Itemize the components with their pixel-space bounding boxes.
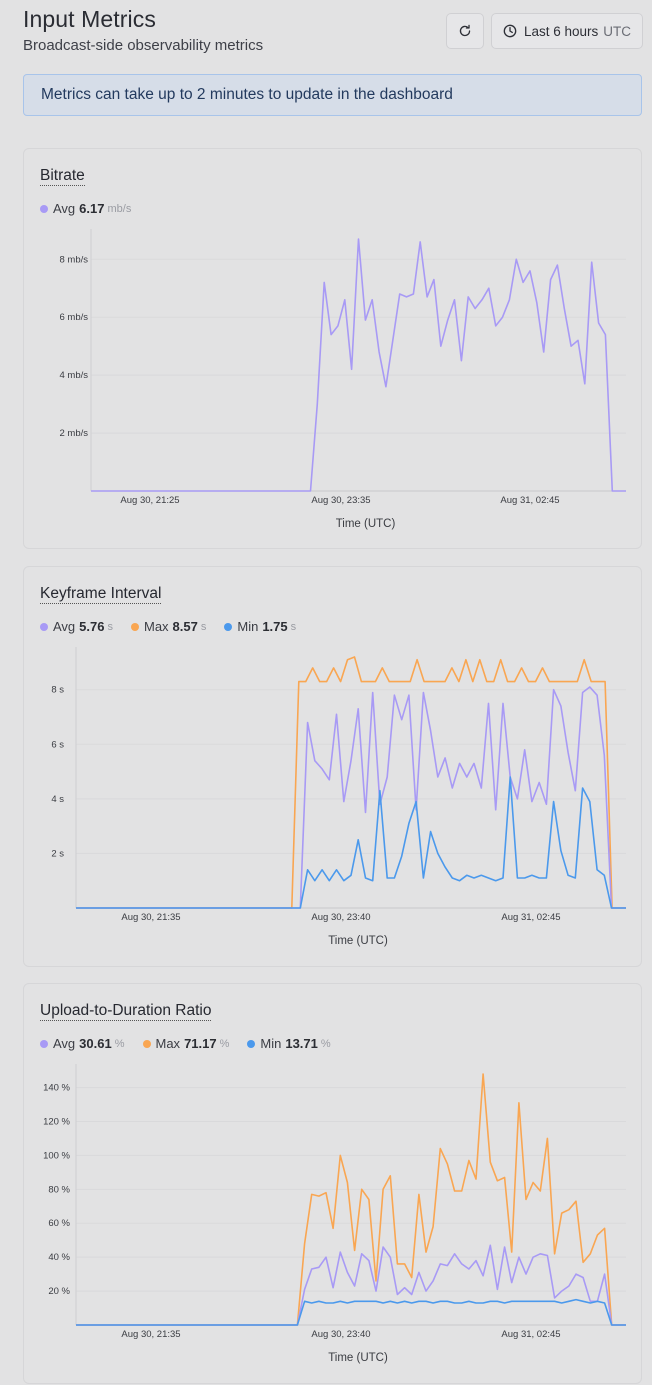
legend-label: Min [260,1036,282,1051]
legend-label: Avg [53,619,76,634]
legend-value: 71.17 [184,1036,217,1051]
x-tick-label: Aug 30, 23:35 [311,495,370,506]
legend-label: Max [155,1036,181,1051]
upload-ratio-card: Upload-to-Duration Ratio Avg 30.61 % Max… [23,983,642,1384]
bitrate-chart: 2 mb/s 4 mb/s 6 mb/s 8 mb/s Aug 30, 21:25 Aug… [59,229,626,530]
y-tick-label: 20 % [48,1286,70,1297]
legend-item-avg[interactable]: Avg 5.76 s [40,619,113,634]
y-tick-label: 6 mb/s [59,312,88,323]
legend-unit: s [200,620,207,633]
legend-item-min[interactable]: Min 1.75 s [224,619,296,634]
clock-icon [503,24,517,38]
keyframe-interval-card: Keyframe Interval Avg 5.76 s Max 8.57 s … [23,566,642,967]
legend-value: 5.76 [79,619,105,634]
y-tick-label: 80 % [48,1184,70,1195]
legend-unit: s [107,620,113,633]
legend-item-max[interactable]: Max 8.57 s [130,619,207,634]
x-axis-title: Time (UTC) [328,935,388,947]
time-range-label: Last 6 hours [523,23,599,39]
alert-text: Metrics can take up to 2 minutes to upda… [41,86,453,103]
page-subtitle: Broadcast-side observability metrics [23,37,264,54]
refresh-button[interactable] [446,13,484,49]
legend-value: 13.71 [285,1036,318,1051]
page-title: Input Metrics [23,6,156,32]
upload-ratio-chart: 20 % 40 % 60 % 80 % 100 % 120 % 140 % Aug 30, 2… [43,1064,626,1364]
legend-label: Max [143,619,169,634]
y-tick-label: 4 s [51,794,64,805]
y-tick-label: 120 % [43,1116,70,1127]
max-dot [130,622,139,631]
x-axis-title: Time (UTC) [336,518,396,530]
min-dot [224,622,233,631]
y-tick-label: 2 s [51,848,64,859]
x-tick-label: Aug 30, 21:35 [121,1329,180,1340]
legend-unit: s [290,620,297,633]
y-tick-label: 140 % [43,1083,70,1094]
bitrate-legend: Avg 6.17 mb/s [40,201,131,216]
legend-item-max[interactable]: Max 71.17 % [142,1036,230,1051]
bitrate-title[interactable]: Bitrate [40,167,85,186]
keyframe-interval-legend: Avg 5.76 s Max 8.57 s Min 1.75 s [40,619,296,634]
y-tick-label: 2 mb/s [59,428,88,439]
avg-dot [40,622,48,631]
x-tick-label: Aug 31, 02:45 [500,495,559,506]
time-range-button[interactable]: Last 6 hours UTC [491,13,643,49]
update-delay-alert: Metrics can take up to 2 minutes to upda… [23,74,642,116]
legend-unit: % [219,1037,230,1050]
y-tick-label: 40 % [48,1252,70,1263]
upload-ratio-title[interactable]: Upload-to-Duration Ratio [40,1002,212,1021]
y-tick-label: 8 s [51,685,64,696]
bitrate-card: Bitrate Avg 6.17 mb/s 2 mb/s 4 mb/s 6 mb/s… [23,148,642,549]
keyframe-interval-chart: 2 s 4 s 6 s 8 s Aug 30, 21:35 Aug 30, 23:40 Au… [51,647,626,947]
page-header: Input Metrics Broadcast-side observabili… [23,6,263,54]
legend-item-avg[interactable]: Avg 30.61 % [40,1036,125,1051]
avg-dot [40,204,48,213]
legend-unit: % [114,1037,125,1050]
legend-item-min[interactable]: Min 13.71 % [247,1036,331,1051]
series-line-max [76,656,626,909]
max-dot [142,1039,151,1048]
series-line-min [76,1298,626,1326]
series-line-min [76,776,626,909]
legend-label: Avg [53,1036,76,1051]
x-tick-label: Aug 30, 21:35 [121,912,180,923]
timezone-label: UTC [603,23,632,39]
x-tick-label: Aug 30, 21:25 [120,495,179,506]
x-tick-label: Aug 31, 02:45 [501,1329,560,1340]
y-tick-label: 6 s [51,739,64,750]
upload-ratio-legend: Avg 30.61 % Max 71.17 % Min 13.71 % [40,1036,331,1051]
series-line-avg [91,238,626,492]
y-tick-label: 60 % [48,1218,70,1229]
legend-value: 6.17 [79,201,105,216]
y-tick-label: 8 mb/s [59,254,88,265]
legend-unit: % [320,1037,331,1050]
avg-dot [40,1039,48,1048]
legend-value: 8.57 [172,619,198,634]
legend-value: 30.61 [79,1036,112,1051]
legend-label: Min [237,619,259,634]
y-tick-label: 100 % [43,1150,70,1161]
x-tick-label: Aug 31, 02:45 [501,912,560,923]
x-tick-label: Aug 30, 23:40 [311,912,370,923]
legend-item-avg[interactable]: Avg 6.17 mb/s [40,201,131,216]
legend-label: Avg [53,201,76,216]
keyframe-interval-title[interactable]: Keyframe Interval [40,585,162,604]
x-tick-label: Aug 30, 23:40 [311,1329,370,1340]
legend-unit: mb/s [107,202,132,215]
legend-value: 1.75 [262,619,288,634]
y-tick-label: 4 mb/s [59,370,88,381]
min-dot [247,1039,256,1048]
series-line-max [76,1073,626,1326]
refresh-icon [459,24,471,37]
x-axis-title: Time (UTC) [328,1352,388,1364]
